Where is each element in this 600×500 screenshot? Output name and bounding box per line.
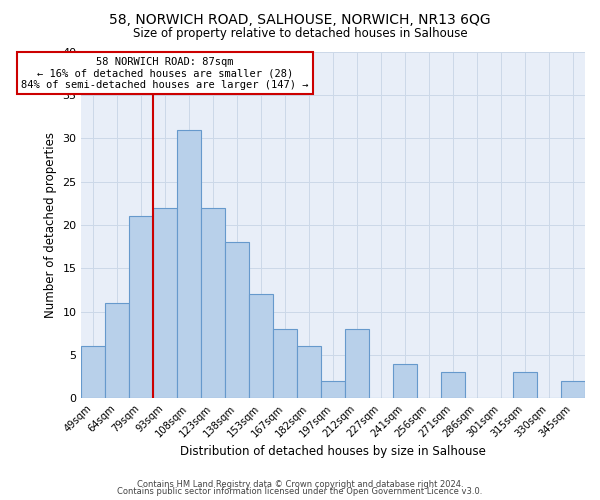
Bar <box>321 381 345 398</box>
Bar <box>393 364 417 398</box>
Text: Contains public sector information licensed under the Open Government Licence v3: Contains public sector information licen… <box>118 487 482 496</box>
X-axis label: Distribution of detached houses by size in Salhouse: Distribution of detached houses by size … <box>180 444 486 458</box>
Bar <box>225 242 249 398</box>
Bar <box>297 346 321 399</box>
Bar <box>249 294 273 399</box>
Text: Size of property relative to detached houses in Salhouse: Size of property relative to detached ho… <box>133 28 467 40</box>
Bar <box>81 346 105 399</box>
Bar <box>273 329 297 398</box>
Text: 58, NORWICH ROAD, SALHOUSE, NORWICH, NR13 6QG: 58, NORWICH ROAD, SALHOUSE, NORWICH, NR1… <box>109 12 491 26</box>
Bar <box>441 372 465 398</box>
Text: 58 NORWICH ROAD: 87sqm
← 16% of detached houses are smaller (28)
84% of semi-det: 58 NORWICH ROAD: 87sqm ← 16% of detached… <box>22 56 309 90</box>
Bar <box>105 303 129 398</box>
Bar <box>153 208 177 398</box>
Y-axis label: Number of detached properties: Number of detached properties <box>44 132 57 318</box>
Bar <box>561 381 585 398</box>
Bar <box>513 372 537 398</box>
Bar <box>177 130 201 398</box>
Bar <box>201 208 225 398</box>
Text: Contains HM Land Registry data © Crown copyright and database right 2024.: Contains HM Land Registry data © Crown c… <box>137 480 463 489</box>
Bar <box>345 329 369 398</box>
Bar <box>129 216 153 398</box>
